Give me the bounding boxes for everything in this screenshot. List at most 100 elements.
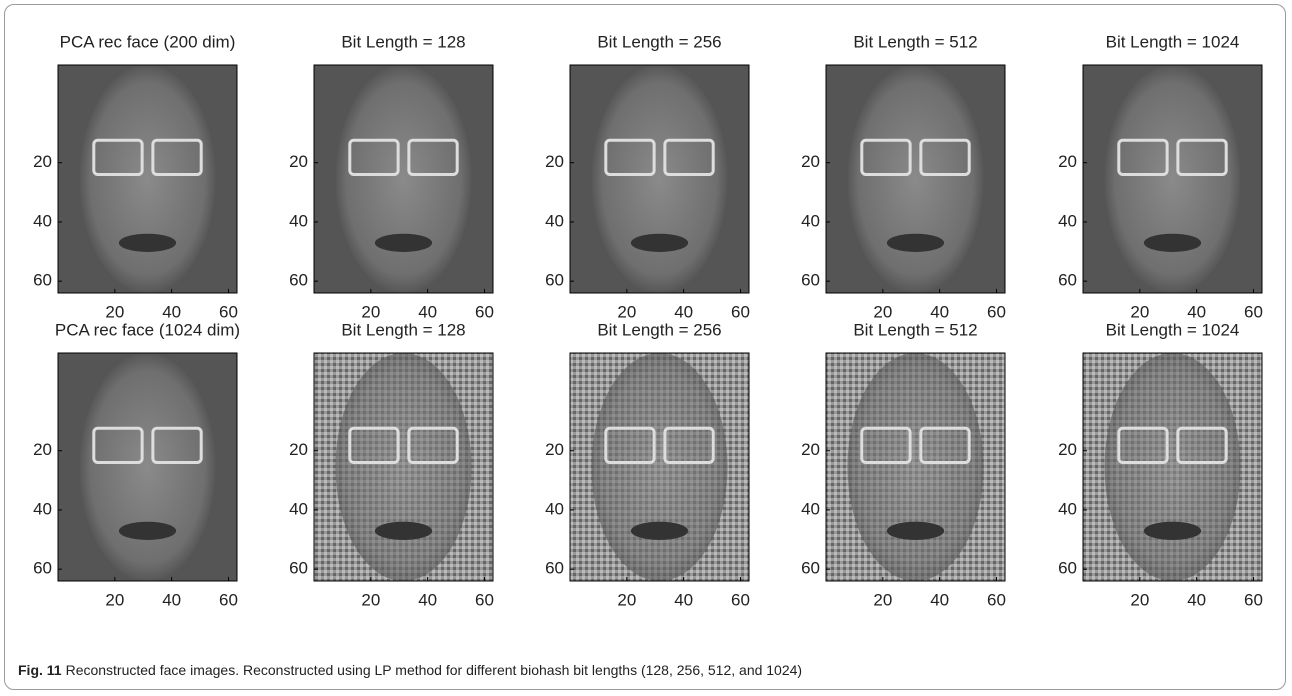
x-tick-label: 60	[1244, 590, 1263, 609]
y-tick-label: 40	[1058, 499, 1077, 518]
face	[847, 65, 983, 293]
x-tick-label: 40	[162, 302, 181, 321]
y-tick-label: 40	[289, 211, 308, 230]
x-tick-label: 20	[105, 590, 124, 609]
page: PCA rec face (200 dim)204060204060Bit Le…	[0, 0, 1292, 696]
y-tick-label: 20	[33, 440, 52, 459]
face-image	[314, 353, 493, 581]
x-tick-label: 20	[1130, 590, 1149, 609]
panel-title: Bit Length = 256	[597, 320, 721, 339]
panel-title: Bit Length = 128	[341, 32, 465, 51]
face	[847, 353, 983, 581]
y-tick-label: 20	[801, 440, 820, 459]
x-tick-label: 20	[873, 302, 892, 321]
y-tick-label: 60	[801, 559, 820, 578]
mouth	[119, 234, 176, 252]
x-tick-label: 40	[930, 302, 949, 321]
y-tick-label: 60	[1058, 271, 1077, 290]
face	[1104, 353, 1240, 581]
face	[591, 353, 727, 581]
x-tick-label: 60	[219, 302, 238, 321]
y-tick-label: 40	[33, 499, 52, 518]
mouth	[1144, 234, 1201, 252]
x-tick-label: 20	[617, 590, 636, 609]
y-tick-label: 40	[1058, 211, 1077, 230]
y-tick-label: 20	[1058, 152, 1077, 171]
face-image	[1083, 353, 1262, 581]
face	[335, 65, 471, 293]
x-tick-label: 20	[617, 302, 636, 321]
caption-text: Reconstructed face images. Reconstructed…	[66, 662, 803, 678]
x-tick-label: 40	[1187, 302, 1206, 321]
y-tick-label: 40	[33, 211, 52, 230]
x-tick-label: 20	[105, 302, 124, 321]
mouth	[1144, 522, 1201, 540]
y-tick-label: 20	[1058, 440, 1077, 459]
mouth	[887, 522, 944, 540]
x-tick-label: 40	[674, 302, 693, 321]
x-tick-label: 40	[162, 590, 181, 609]
y-tick-label: 60	[33, 559, 52, 578]
panel-title: Bit Length = 256	[597, 32, 721, 51]
x-tick-label: 40	[674, 590, 693, 609]
x-tick-label: 40	[930, 590, 949, 609]
panel-title: Bit Length = 1024	[1106, 320, 1240, 339]
mouth	[631, 234, 688, 252]
x-tick-label: 40	[1187, 590, 1206, 609]
x-tick-label: 60	[987, 590, 1006, 609]
x-tick-label: 60	[731, 590, 750, 609]
panel-title: PCA rec face (1024 dim)	[55, 320, 240, 339]
x-tick-label: 20	[361, 590, 380, 609]
x-tick-label: 60	[475, 590, 494, 609]
face-image	[570, 353, 749, 581]
panel-title: PCA rec face (200 dim)	[60, 32, 236, 51]
y-tick-label: 40	[545, 499, 564, 518]
face-image	[570, 65, 749, 293]
face-image	[58, 65, 237, 293]
face-image	[826, 65, 1005, 293]
mouth	[887, 234, 944, 252]
y-tick-label: 40	[801, 499, 820, 518]
face	[79, 65, 215, 293]
y-tick-label: 60	[289, 271, 308, 290]
y-tick-label: 60	[545, 271, 564, 290]
y-tick-label: 60	[545, 559, 564, 578]
panel-title: Bit Length = 1024	[1106, 32, 1240, 51]
x-tick-label: 60	[219, 590, 238, 609]
y-tick-label: 20	[33, 152, 52, 171]
x-tick-label: 60	[475, 302, 494, 321]
face	[1104, 65, 1240, 293]
face	[79, 353, 215, 581]
face-image	[826, 353, 1005, 581]
y-tick-label: 40	[801, 211, 820, 230]
y-tick-label: 60	[33, 271, 52, 290]
mouth	[631, 522, 688, 540]
x-tick-label: 60	[731, 302, 750, 321]
x-tick-label: 20	[873, 590, 892, 609]
x-tick-label: 40	[418, 302, 437, 321]
y-tick-label: 40	[289, 499, 308, 518]
panel-title: Bit Length = 512	[853, 320, 977, 339]
face	[335, 353, 471, 581]
y-tick-label: 20	[289, 440, 308, 459]
x-tick-label: 20	[361, 302, 380, 321]
mouth	[375, 234, 432, 252]
mouth	[119, 522, 176, 540]
x-tick-label: 60	[987, 302, 1006, 321]
y-tick-label: 60	[801, 271, 820, 290]
y-tick-label: 20	[289, 152, 308, 171]
face-image	[58, 353, 237, 581]
y-tick-label: 60	[1058, 559, 1077, 578]
face-image	[1083, 65, 1262, 293]
y-tick-label: 20	[545, 440, 564, 459]
face	[591, 65, 727, 293]
x-tick-label: 40	[418, 590, 437, 609]
x-tick-label: 20	[1130, 302, 1149, 321]
mouth	[375, 522, 432, 540]
y-tick-label: 20	[801, 152, 820, 171]
x-tick-label: 60	[1244, 302, 1263, 321]
face-image	[314, 65, 493, 293]
y-tick-label: 20	[545, 152, 564, 171]
